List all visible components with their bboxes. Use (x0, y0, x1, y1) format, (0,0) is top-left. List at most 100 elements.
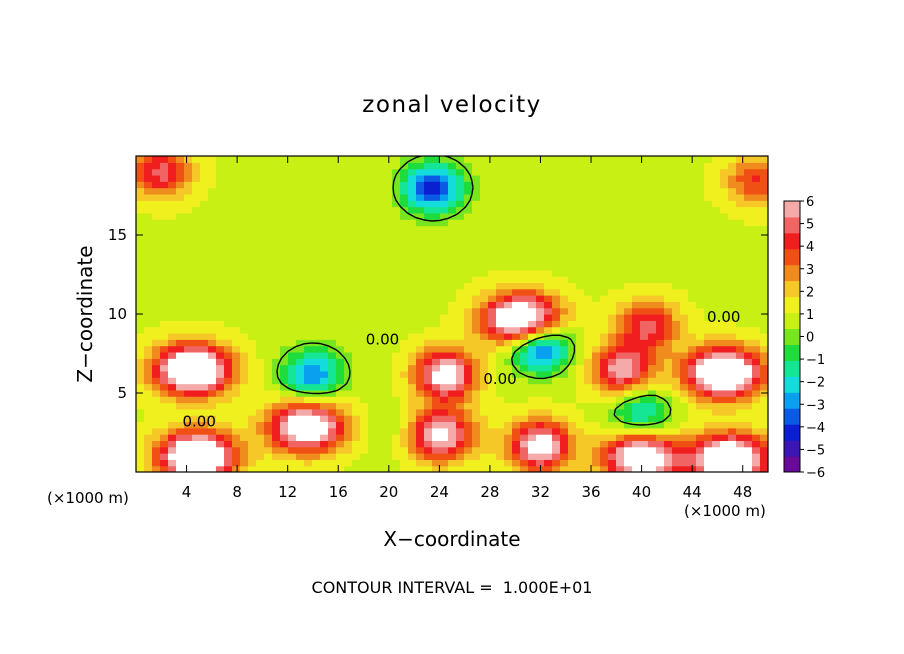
field-cell (136, 358, 145, 366)
field-cell (592, 162, 601, 170)
field-cell (232, 377, 241, 385)
field-cell (352, 168, 361, 176)
field-cell (736, 415, 745, 423)
field-cell (312, 320, 321, 328)
field-cell (608, 263, 617, 271)
field-cell (552, 440, 561, 448)
field-cell (200, 351, 209, 359)
field-cell (232, 408, 241, 416)
field-cell (232, 257, 241, 265)
field-cell (520, 225, 529, 233)
field-cell (136, 200, 145, 208)
field-cell (472, 396, 481, 404)
field-cell (656, 332, 665, 340)
field-cell (248, 301, 257, 309)
field-cell (712, 187, 721, 195)
field-cell (704, 181, 713, 189)
field-cell (256, 415, 265, 423)
field-cell (760, 269, 768, 277)
field-cell (432, 320, 441, 328)
field-cell (608, 282, 617, 290)
field-cell (608, 383, 617, 391)
field-cell (200, 238, 209, 246)
field-cell (208, 174, 217, 182)
field-cell (680, 282, 689, 290)
field-cell (704, 383, 713, 391)
field-cell (304, 402, 313, 410)
field-cell (304, 206, 313, 214)
field-cell (448, 415, 457, 423)
field-cell (256, 434, 265, 441)
field-cell (240, 459, 249, 467)
field-cell (616, 295, 625, 302)
field-cell (392, 326, 401, 334)
field-cell (320, 219, 329, 227)
field-cell (240, 345, 249, 353)
field-cell (280, 276, 289, 283)
field-cell (344, 314, 353, 321)
field-cell (744, 370, 753, 378)
field-cell (648, 156, 657, 163)
field-cell (256, 314, 265, 321)
field-cell (728, 453, 737, 460)
field-cell (632, 212, 641, 220)
contour-label: 0.00 (182, 412, 215, 430)
field-cell (160, 402, 169, 410)
field-cell (408, 339, 417, 347)
field-cell (432, 326, 441, 334)
field-cell (232, 446, 241, 454)
field-cell (376, 282, 385, 290)
field-cell (488, 402, 497, 410)
field-cell (392, 162, 401, 170)
field-cell (496, 440, 505, 448)
field-cell (416, 427, 425, 435)
field-cell (416, 282, 425, 290)
field-cell (656, 257, 665, 265)
field-cell (288, 408, 297, 416)
field-cell (200, 219, 209, 227)
field-cell (688, 174, 697, 182)
field-cell (144, 383, 153, 391)
field-cell (368, 320, 377, 328)
field-cell (752, 415, 761, 423)
field-cell (544, 282, 553, 290)
field-cell (640, 459, 649, 467)
field-cell (168, 326, 177, 334)
field-cell (712, 377, 721, 385)
field-cell (376, 465, 385, 472)
field-cell (736, 459, 745, 467)
field-cell (256, 459, 265, 467)
field-cell (280, 168, 289, 176)
field-cell (392, 181, 401, 189)
field-cell (464, 415, 473, 423)
field-cell (584, 238, 593, 246)
field-cell (672, 383, 681, 391)
field-cell (208, 168, 217, 176)
field-cell (528, 459, 537, 467)
field-cell (440, 162, 449, 170)
field-cell (144, 307, 153, 315)
field-cell (448, 314, 457, 321)
field-cell (448, 187, 457, 195)
colorbar-swatch (784, 280, 800, 298)
field-cell (384, 383, 393, 391)
field-cell (320, 345, 329, 353)
field-cell (448, 257, 457, 265)
field-cell (464, 212, 473, 220)
field-cell (744, 257, 753, 265)
field-cell (632, 415, 641, 423)
field-cell (296, 351, 305, 359)
field-cell (440, 396, 449, 404)
field-cell (216, 156, 225, 163)
field-cell (696, 257, 705, 265)
field-cell (704, 206, 713, 214)
field-cell (160, 389, 169, 397)
field-cell (584, 250, 593, 258)
field-cell (208, 212, 217, 220)
field-cell (568, 263, 577, 271)
field-cell (352, 453, 361, 460)
field-cell (224, 257, 233, 265)
field-cell (648, 345, 657, 353)
field-cell (512, 238, 521, 246)
field-cell (152, 434, 161, 441)
